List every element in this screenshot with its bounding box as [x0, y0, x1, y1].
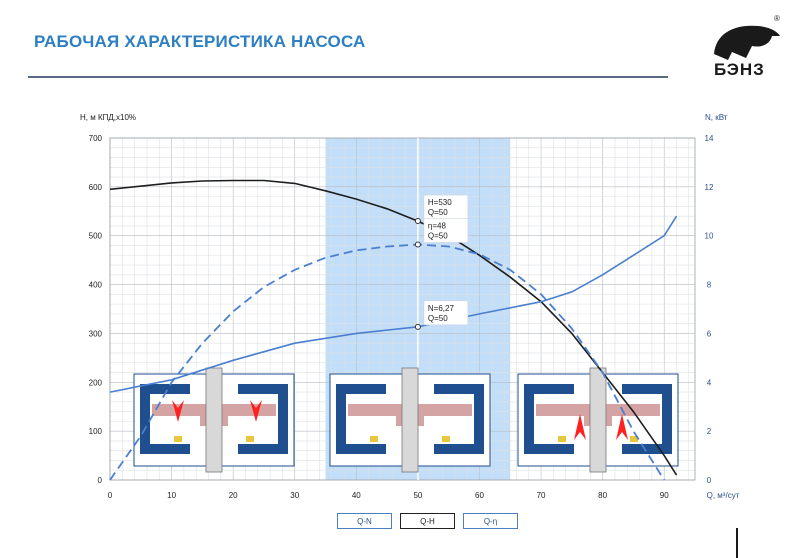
x-tick-label: 90	[660, 491, 669, 500]
pump-seal	[558, 436, 566, 442]
annotation-label: H=530	[428, 198, 452, 207]
pump-seal	[246, 436, 254, 442]
x-tick-label: 50	[413, 491, 422, 500]
legend-item-q-n: Q-N	[337, 513, 392, 529]
pump-housing-right	[238, 384, 288, 454]
logo-text: БЭНЗ	[714, 60, 765, 79]
pump-housing-right	[434, 384, 484, 454]
logo-registered-mark: ®	[774, 14, 780, 23]
y-right-tick-label: 12	[705, 183, 714, 192]
pump-housing-right	[622, 384, 672, 454]
footer-bar	[736, 528, 738, 558]
y-left-axis-label: Н, м КПД,х10%	[80, 113, 136, 122]
legend-item-q-h: Q-H	[400, 513, 455, 529]
pump-cross-section-icon-high-flow	[517, 367, 679, 473]
pump-cross-section-icon-nominal	[329, 367, 491, 473]
y-right-tick-label: 10	[705, 232, 714, 241]
y-left-tick-label: 300	[89, 329, 103, 338]
bhenz-logo-icon	[714, 25, 780, 60]
y-left-tick-label: 600	[89, 183, 103, 192]
y-right-axis-label: N, кВт	[705, 113, 728, 122]
y-right-tick-label: 4	[707, 378, 712, 387]
y-left-tick-label: 700	[89, 134, 103, 143]
pump-seal	[174, 436, 182, 442]
title-divider	[28, 76, 668, 78]
flow-arrow-up-icon	[574, 414, 586, 440]
annotation-label: N=6,27	[428, 304, 455, 313]
pump-shaft	[589, 367, 607, 473]
plot-frame	[109, 137, 696, 481]
y-right-tick-label: 0	[707, 476, 712, 485]
x-tick-label: 70	[537, 491, 546, 500]
series-line-q-η	[109, 243, 665, 481]
annotation-point	[414, 241, 421, 248]
legend-item-q-eta: Q-η	[463, 513, 518, 529]
annotation-label: Q=50	[428, 314, 448, 323]
x-tick-label: 40	[352, 491, 361, 500]
y-left-tick-label: 100	[89, 427, 103, 436]
annotation-label: η=48	[428, 222, 447, 231]
pump-seal	[370, 436, 378, 442]
x-tick-label: 0	[108, 491, 113, 500]
flow-arrow-up-icon	[616, 414, 628, 440]
y-right-tick-label: 8	[707, 281, 712, 290]
y-right-tick-label: 2	[707, 427, 712, 436]
annotation-label: Q=50	[428, 208, 448, 217]
pump-shaft	[401, 367, 419, 473]
y-left-tick-label: 400	[89, 281, 103, 290]
y-left-tick-label: 200	[89, 378, 103, 387]
annotation-label: Q=50	[428, 232, 448, 241]
flow-arrow-down-icon	[250, 400, 262, 422]
x-axis-label: Q, м³/сут	[707, 491, 740, 500]
x-tick-label: 30	[290, 491, 299, 500]
y-right-tick-label: 6	[707, 329, 712, 338]
y-left-tick-label: 0	[98, 476, 103, 485]
annotation-point	[414, 323, 421, 330]
flow-arrow-down-icon	[172, 400, 184, 422]
x-tick-label: 80	[598, 491, 607, 500]
pump-seal	[630, 436, 638, 442]
annotation-point	[414, 218, 421, 225]
annotation-box	[423, 300, 469, 326]
x-tick-label: 60	[475, 491, 484, 500]
y-right-tick-label: 14	[705, 134, 714, 143]
x-tick-label: 20	[229, 491, 238, 500]
annotation-box	[423, 194, 469, 220]
pump-cross-section-icon-low-flow	[133, 367, 295, 473]
x-tick-label: 10	[167, 491, 176, 500]
pump-seal	[442, 436, 450, 442]
pump-housing-left	[336, 384, 386, 454]
annotation-box	[423, 218, 469, 243]
pump-housing-left	[524, 384, 574, 454]
series-line-q-n	[109, 215, 678, 393]
y-left-tick-label: 500	[89, 232, 103, 241]
pump-shaft	[205, 367, 223, 473]
page-title: РАБОЧАЯ ХАРАКТЕРИСТИКА НАСОСА	[34, 32, 366, 51]
